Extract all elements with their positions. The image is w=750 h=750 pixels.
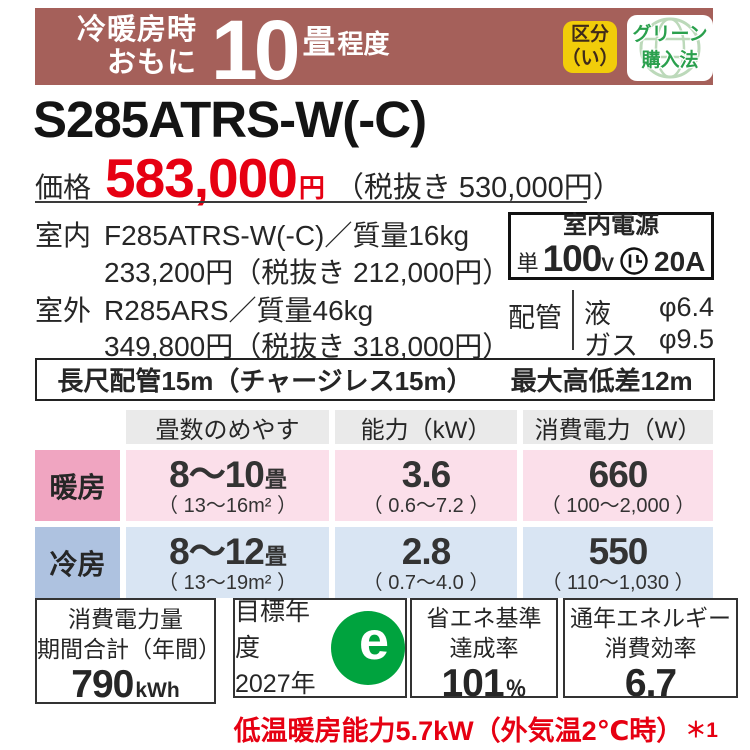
outdoor-unit-model: R285ARS／質量46kg [104, 295, 374, 326]
target-year-label: 目標年度 [235, 597, 311, 662]
cooling-capacity-range: （ 0.7〜4.0 ） [362, 571, 490, 594]
voltage-unit: V [601, 254, 615, 276]
heating-row-label: 暖房 [35, 450, 120, 521]
gas-pipe-value: φ9.5 [658, 324, 714, 354]
banner-line2: おもに [107, 46, 198, 79]
annual-consumption-value: 790 [71, 662, 134, 706]
kubun-badge-line1: 区分 [570, 24, 609, 46]
piping-divider [572, 290, 574, 350]
heating-tatami-cell: 8〜10 畳 （ 13〜16m² ） [126, 450, 329, 521]
apf-value: 6.7 [624, 661, 677, 705]
banner-room-size-number: 10 [211, 3, 300, 97]
price-yen-unit: 円 [298, 173, 325, 203]
green-badge-line2: 購入法 [641, 50, 699, 71]
price-divider [35, 201, 587, 203]
heating-capacity-range: （ 0.6〜7.2 ） [362, 494, 490, 517]
outdoor-unit-label: 室外 [35, 295, 92, 326]
energy-saving-emark-icon: e [331, 611, 405, 685]
price-amount: 583,000 [105, 147, 298, 209]
kubun-badge-line2: （い） [561, 48, 619, 69]
max-height-diff-text: 最大高低差12m [510, 366, 693, 396]
heating-capacity-cell: 3.6 （ 0.6〜7.2 ） [335, 450, 517, 521]
heating-power-value: 660 [588, 453, 649, 495]
heating-tatami-range: （ 13〜16m² ） [158, 494, 297, 517]
cooling-capacity-value: 2.8 [401, 530, 451, 572]
power-spec-line: 単 100 V 20A [516, 237, 706, 279]
cooling-row-label: 冷房 [35, 527, 120, 598]
apf-line2: 消費効率 [604, 634, 697, 661]
cooling-capacity-cell: 2.8 （ 0.7〜4.0 ） [335, 527, 517, 598]
long-piping-text: 長尺配管15m（チャージレス15m） [57, 366, 473, 396]
indoor-unit-model: F285ATRS-W(-C)／質量16kg [104, 220, 470, 251]
tatami-unit-label: 畳 [302, 23, 336, 60]
heating-power-cell: 660 （ 100〜2,000 ） [523, 450, 713, 521]
green-purchase-law-badge: グリーン 購入法 [627, 15, 713, 81]
liquid-pipe-label: 液 [584, 299, 611, 329]
annual-consumption-box: 消費電力量 期間合計（年間） 790 kWh [35, 598, 221, 706]
globe-icon [639, 17, 701, 79]
standard-achievement-line1: 省エネ基準 [426, 605, 542, 631]
emark-letter: e [358, 611, 390, 671]
price-row: 価格 583,000 円 （税抜き 530,000円） [35, 146, 622, 210]
liquid-pipe-value: φ6.4 [658, 292, 714, 322]
cooling-power-cell: 550 （ 110〜1,030 ） [523, 527, 713, 598]
voltage-value: 100 [542, 237, 603, 279]
gas-pipe-label: ガス [584, 331, 638, 361]
phase-label: 単 [516, 250, 539, 276]
power-box-title: 室内電源 [563, 212, 659, 240]
amperage-value: 20A [654, 245, 706, 277]
table-header-tatami: 畳数のめやす [126, 410, 329, 444]
heating-tatami-unit: 畳 [264, 466, 287, 492]
model-number: S285ATRS-W(-C) [33, 91, 427, 148]
standard-achievement-unit: ％ [505, 677, 527, 701]
standard-achievement-box: 省エネ基準 達成率 101 ％ [410, 598, 558, 704]
heating-power-range: （ 100〜2,000 ） [540, 494, 696, 517]
approx-label: 程度 [337, 28, 390, 59]
cooling-tatami-cell: 8〜12 畳 （ 13〜19m² ） [126, 527, 329, 598]
kubun-badge: 区分 （い） [561, 21, 619, 73]
cooling-tatami-value: 8〜12 [169, 530, 265, 572]
price-label: 価格 [35, 172, 92, 203]
footnote-asterisk: ＊1 [685, 719, 718, 742]
cooling-power-value: 550 [588, 530, 649, 572]
standard-achievement-line2: 達成率 [449, 634, 519, 661]
low-temp-heating-footnote: 低温暖房能力5.7kW（外気温2℃時）＊1 [234, 709, 718, 748]
long-piping-bar: 長尺配管15m（チャージレス15m） 最大高低差12m [35, 358, 715, 401]
capacity-banner: 冷暖房時 おもに 10 畳 程度 区分 （い） グリーン 購入法 [35, 8, 713, 92]
indoor-power-box: 室内電源 単 100 V 20A [508, 212, 714, 280]
table-header-empty [35, 410, 120, 444]
cooling-tatami-range: （ 13〜19m² ） [158, 571, 297, 594]
cooling-tatami-unit: 畳 [264, 543, 287, 569]
indoor-unit-price: 233,200円（税抜き 212,000円） [104, 257, 511, 288]
table-header-capacity: 能力（kW） [335, 410, 517, 444]
table-header-power: 消費電力（W） [523, 410, 713, 444]
green-badge-line1: グリーン [632, 24, 708, 46]
heating-tatami-value: 8〜10 [169, 453, 265, 495]
outdoor-unit-price: 349,800円（税抜き 318,000円） [104, 331, 511, 362]
il-plug-icon [620, 247, 648, 275]
banner-line1: 冷暖房時 [77, 14, 198, 47]
banner-usage-label: 冷暖房時 おもに [77, 14, 197, 79]
standard-achievement-value: 101 [441, 661, 504, 705]
price-tax-note: （税抜き 530,000円） [334, 172, 622, 204]
annual-consumption-unit: kWh [135, 678, 180, 702]
footnote-text: 低温暖房能力5.7kW（外気温2℃時） [233, 716, 684, 746]
capacity-spec-table: 畳数のめやす 能力（kW） 消費電力（W） 暖房 8〜10 畳 （ 13〜16m… [35, 410, 713, 598]
target-year-value: 2027年 [235, 670, 316, 699]
heating-capacity-value: 3.6 [401, 453, 451, 495]
target-year-box: 目標年度 2027年 e [233, 598, 407, 698]
piping-label: 配管 [508, 303, 562, 333]
apf-box: 通年エネルギー 消費効率 6.7 [563, 598, 738, 704]
cooling-power-range: （ 110〜1,030 ） [541, 571, 695, 594]
annual-consumption-line1: 消費電力量 [68, 606, 183, 632]
indoor-unit-label: 室内 [35, 220, 92, 251]
apf-line1: 通年エネルギー [570, 605, 731, 631]
annual-consumption-line2: 期間合計（年間） [37, 635, 221, 662]
banner-room-size-unit: 畳 程度 [296, 25, 389, 68]
